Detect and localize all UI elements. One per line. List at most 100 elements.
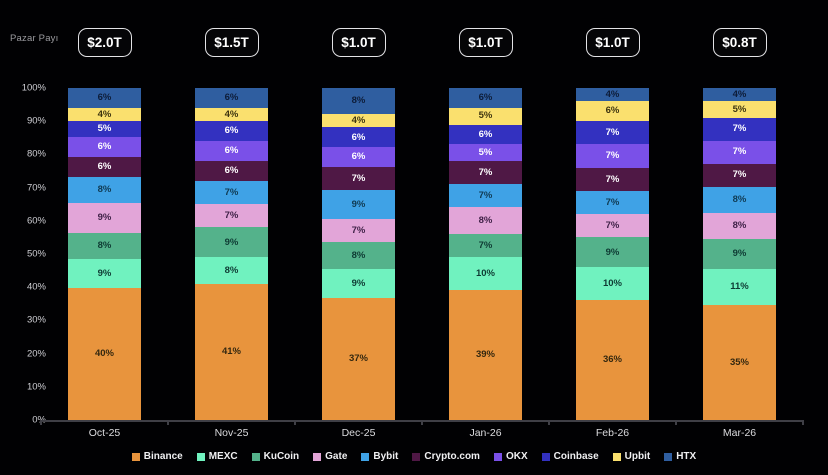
bar-segment-upbit: 5%	[449, 107, 522, 125]
legend-swatch-icon	[361, 452, 370, 461]
segment-label: 9%	[351, 198, 366, 210]
axis-tick	[675, 420, 677, 425]
legend-label: Binance	[143, 451, 183, 462]
segment-label: 7%	[351, 172, 366, 184]
bar-segment-okx: 6%	[195, 141, 268, 161]
segment-label: 8%	[732, 220, 747, 232]
legend-label: Gate	[325, 451, 348, 462]
segment-label: 7%	[605, 173, 620, 185]
bar-column: 6% 4% 5% 6% 6% 8% 9% 8% 9% 40%	[68, 88, 141, 420]
bar-segment-coinbase: 7%	[576, 121, 649, 145]
segment-label: 7%	[732, 146, 747, 158]
segment-label: 9%	[732, 248, 747, 260]
legend-item-upbit: Upbit	[612, 451, 650, 462]
x-tick-label: Jan-26	[469, 427, 502, 439]
bar-segment-upbit: 4%	[68, 107, 141, 121]
x-tick-label: Feb-26	[595, 427, 630, 439]
bar-column: 4% 6% 7% 7% 7% 7% 7% 9% 10% 36%	[576, 88, 649, 420]
bar-segment-cryptocom: 7%	[449, 161, 522, 185]
bar-segment-kucoin: 9%	[703, 239, 776, 269]
bar-segment-binance: 35%	[703, 304, 776, 420]
bar-segment-gate: 7%	[322, 219, 395, 243]
y-tick-label: 50%	[26, 248, 46, 260]
bar-segment-htx: 8%	[322, 88, 395, 115]
bar-segment-mexc: 11%	[703, 268, 776, 305]
bar-column: 8% 4% 6% 6% 7% 9% 7% 8% 9% 37%	[322, 88, 395, 420]
bar-segment-htx: 6%	[68, 88, 141, 108]
segment-label: 7%	[478, 190, 493, 202]
x-tick-label: Mar-26	[722, 427, 757, 439]
bar-segment-binance: 36%	[576, 300, 649, 420]
bar-segment-bybit: 7%	[576, 190, 649, 215]
bar-segment-kucoin: 9%	[576, 237, 649, 268]
legend-swatch-icon	[664, 452, 673, 461]
segment-label: 7%	[224, 186, 239, 198]
segment-label: 6%	[224, 92, 239, 104]
bar-segment-bybit: 7%	[449, 184, 522, 208]
bar-segment-okx: 6%	[322, 147, 395, 167]
legend-label: KuCoin	[263, 451, 300, 462]
axis-tick	[294, 420, 296, 425]
x-tick-label: Oct-25	[88, 427, 121, 439]
segment-label: 8%	[351, 249, 366, 261]
segment-label: 6%	[605, 105, 620, 117]
y-tick-label: 80%	[26, 148, 46, 160]
bar-segment-gate: 8%	[703, 212, 776, 240]
segment-label: 4%	[97, 108, 112, 120]
y-axis-title: Pazar Payı	[10, 33, 59, 44]
segment-label: 9%	[97, 212, 112, 224]
total-badge: $0.8T	[712, 28, 767, 57]
y-tick-label: 10%	[26, 381, 46, 393]
bar-segment-gate: 7%	[195, 204, 268, 228]
segment-label: 9%	[605, 246, 620, 258]
segment-label: 4%	[351, 115, 366, 127]
segment-label: 8%	[97, 239, 112, 251]
legend-swatch-icon	[493, 452, 502, 461]
bar-segment-okx: 7%	[576, 144, 649, 168]
y-tick-label: 60%	[26, 215, 46, 227]
legend-item-kucoin: KuCoin	[251, 451, 300, 462]
segment-label: 8%	[478, 214, 493, 226]
bar-segment-mexc: 10%	[449, 257, 522, 291]
bar-column: 6% 5% 6% 5% 7% 7% 8% 7% 10% 39%	[449, 88, 522, 420]
bar-segment-coinbase: 6%	[195, 121, 268, 142]
segment-label: 37%	[348, 353, 368, 365]
segment-label: 8%	[351, 95, 366, 107]
segment-label: 6%	[224, 165, 239, 177]
segment-label: 6%	[224, 145, 239, 157]
bar-segment-binance: 40%	[68, 288, 141, 420]
segment-label: 4%	[605, 88, 620, 100]
legend-label: Bybit	[373, 451, 399, 462]
bar-segment-kucoin: 8%	[322, 242, 395, 269]
bar-segment-mexc: 8%	[195, 257, 268, 284]
bar-segment-kucoin: 9%	[195, 227, 268, 258]
bar-segment-cryptocom: 7%	[703, 163, 776, 187]
segment-label: 8%	[224, 264, 239, 276]
y-tick-label: 70%	[26, 182, 46, 194]
y-tick-label: 20%	[26, 348, 46, 360]
bar-segment-mexc: 9%	[322, 268, 395, 299]
bar-segment-mexc: 9%	[68, 258, 141, 289]
segment-label: 7%	[478, 239, 493, 251]
segment-label: 10%	[602, 278, 622, 290]
legend-item-okx: OKX	[493, 451, 528, 462]
segment-label: 8%	[732, 193, 747, 205]
segment-label: 7%	[732, 169, 747, 181]
axis-tick	[167, 420, 169, 425]
legend-item-bybit: Bybit	[361, 451, 398, 462]
legend-item-htx: HTX	[664, 451, 696, 462]
bar-column: 4% 5% 7% 7% 7% 8% 8% 9% 11% 35%	[703, 88, 776, 420]
bar-segment-upbit: 4%	[195, 107, 268, 122]
bar-segment-binance: 37%	[322, 298, 395, 420]
segment-label: 36%	[602, 354, 622, 366]
bar-segment-htx: 4%	[576, 88, 649, 102]
segment-label: 5%	[97, 123, 112, 135]
legend-item-binance: Binance	[131, 451, 183, 462]
axis-tick	[802, 420, 804, 425]
bar-segment-htx: 6%	[195, 88, 268, 108]
bar-segment-okx: 5%	[449, 144, 522, 161]
legend-swatch-icon	[313, 452, 322, 461]
y-tick-label: 30%	[26, 314, 46, 326]
bar-segment-htx: 6%	[449, 88, 522, 108]
total-badge: $1.0T	[458, 28, 513, 57]
